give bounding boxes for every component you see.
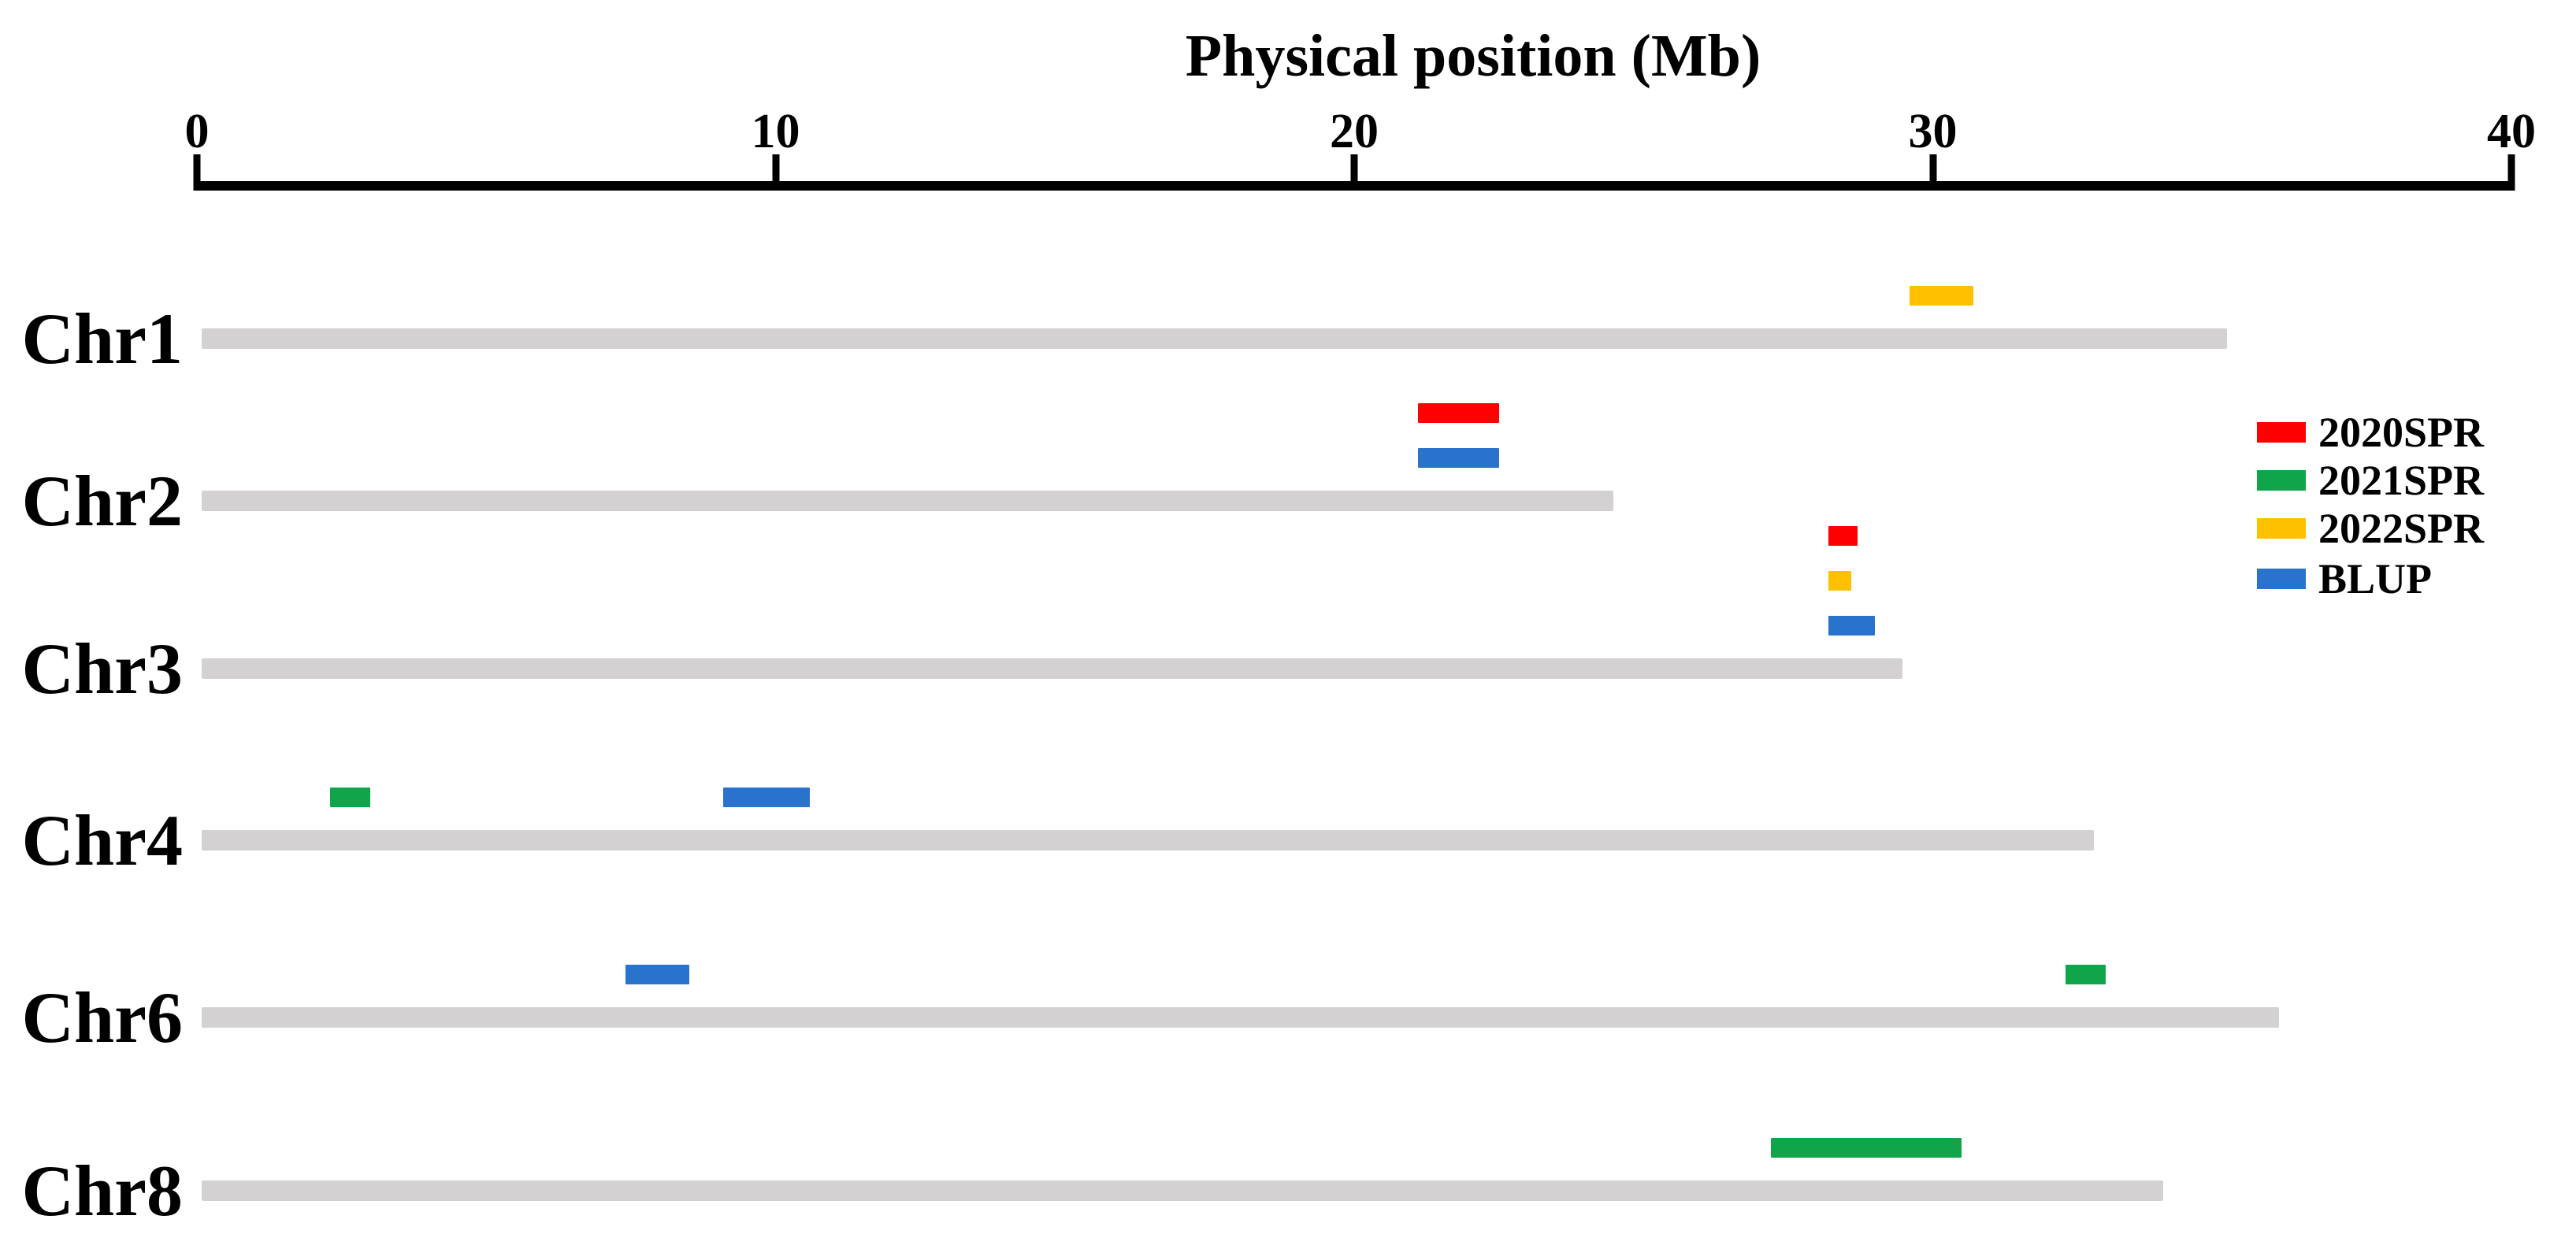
qtl-marker-blup-chr3 xyxy=(1828,616,1875,636)
legend-swatch-2021spr xyxy=(2257,470,2306,491)
qtl-marker-blup-chr6 xyxy=(625,965,689,984)
x-axis-tick xyxy=(772,154,779,191)
qtl-marker-2021spr-chr6 xyxy=(2066,965,2106,984)
x-axis-tick-label: 10 xyxy=(751,105,800,158)
x-axis-tick-label: 0 xyxy=(184,105,210,158)
legend-label-blup: BLUP xyxy=(2318,555,2433,602)
legend-swatch-blup xyxy=(2257,569,2306,589)
x-axis-tick-label: 20 xyxy=(1330,105,1379,158)
qtl-marker-blup-chr2 xyxy=(1418,448,1499,468)
qtl-marker-2022spr-chr3 xyxy=(1828,571,1851,591)
chromosome-bar-chr1 xyxy=(202,328,2227,349)
chromosome-bar-chr3 xyxy=(202,658,1902,679)
chromosome-label-chr2: Chr2 xyxy=(21,461,183,541)
x-axis-tick-label: 40 xyxy=(2487,105,2536,158)
x-axis-tick xyxy=(1929,154,1936,191)
chromosome-label-chr6: Chr6 xyxy=(21,977,183,1058)
x-axis-tick-label: 30 xyxy=(1908,105,1958,158)
qtl-marker-blup-chr4 xyxy=(723,788,810,807)
qtl-marker-2022spr-chr1 xyxy=(1910,286,1973,306)
legend-label-2021spr: 2021SPR xyxy=(2318,457,2485,504)
x-axis-title: Physical position (Mb) xyxy=(1185,23,1761,89)
chromosome-label-chr3: Chr3 xyxy=(21,628,183,709)
x-axis-tick xyxy=(193,154,201,191)
chromosome-bar-chr8 xyxy=(202,1180,2163,1201)
legend-label-2022spr: 2022SPR xyxy=(2318,505,2485,552)
chromosome-label-chr4: Chr4 xyxy=(21,800,183,880)
x-axis-tick xyxy=(2507,154,2515,191)
legend-label-2020spr: 2020SPR xyxy=(2318,409,2485,456)
chromosome-bar-chr4 xyxy=(202,830,2094,851)
legend-swatch-2022spr xyxy=(2257,518,2306,539)
qtl-marker-2021spr-chr8 xyxy=(1771,1138,1962,1158)
qtl-marker-2020spr-chr2 xyxy=(1418,403,1499,423)
legend-swatch-2020spr xyxy=(2257,422,2306,443)
chromosome-bar-chr2 xyxy=(202,491,1613,511)
chromosome-label-chr8: Chr8 xyxy=(21,1151,183,1231)
qtl-marker-2020spr-chr3 xyxy=(1828,526,1858,546)
chromosome-bar-chr6 xyxy=(202,1007,2279,1028)
chromosome-label-chr1: Chr1 xyxy=(21,298,183,379)
qtl-marker-2021spr-chr4 xyxy=(330,788,370,807)
x-axis-tick xyxy=(1350,154,1358,191)
